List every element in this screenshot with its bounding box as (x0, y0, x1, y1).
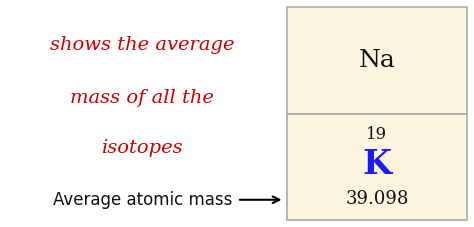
Text: isotopes: isotopes (101, 138, 183, 157)
Text: shows the average: shows the average (50, 36, 235, 54)
Text: 19: 19 (366, 126, 387, 143)
Bar (287, 114, 467, 220)
Text: Average atomic mass: Average atomic mass (53, 191, 232, 209)
Text: K: K (362, 148, 392, 181)
Text: Na: Na (358, 49, 395, 72)
Bar (287, 7, 467, 114)
Text: mass of all the: mass of all the (70, 89, 214, 107)
Text: 39.098: 39.098 (345, 190, 409, 208)
